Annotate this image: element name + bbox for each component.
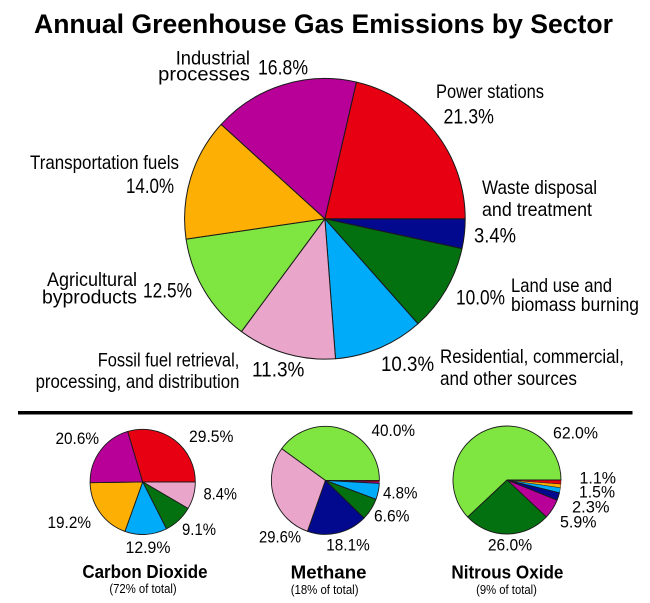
svg-text:Transportation fuels: Transportation fuels bbox=[30, 152, 179, 174]
svg-text:Agricultural: Agricultural bbox=[47, 269, 137, 291]
svg-text:14.0%: 14.0% bbox=[126, 175, 174, 198]
svg-text:Nitrous Oxide: Nitrous Oxide bbox=[451, 562, 563, 583]
svg-text:(9% of total): (9% of total) bbox=[476, 583, 537, 597]
svg-text:40.0%: 40.0% bbox=[372, 422, 416, 440]
svg-text:5.9%: 5.9% bbox=[560, 514, 597, 532]
svg-text:6.6%: 6.6% bbox=[374, 508, 410, 526]
svg-text:21.3%: 21.3% bbox=[444, 106, 494, 129]
svg-text:and treatment: and treatment bbox=[482, 199, 593, 221]
svg-text:3.4%: 3.4% bbox=[474, 224, 516, 247]
svg-text:9.1%: 9.1% bbox=[182, 521, 216, 539]
svg-text:12.9%: 12.9% bbox=[126, 539, 171, 557]
svg-text:and other sources: and other sources bbox=[440, 368, 577, 390]
svg-text:Residential, commercial,: Residential, commercial, bbox=[440, 346, 624, 368]
svg-text:20.6%: 20.6% bbox=[56, 430, 100, 448]
svg-text:19.2%: 19.2% bbox=[48, 514, 92, 532]
svg-text:(72% of total): (72% of total) bbox=[109, 582, 176, 596]
svg-text:2.3%: 2.3% bbox=[572, 499, 610, 517]
svg-text:Carbon Dioxide: Carbon Dioxide bbox=[82, 561, 207, 582]
svg-text:29.6%: 29.6% bbox=[259, 529, 301, 547]
svg-text:10.0%: 10.0% bbox=[456, 286, 505, 309]
svg-text:(18% of total): (18% of total) bbox=[291, 583, 359, 597]
svg-text:processes: processes bbox=[158, 64, 250, 86]
svg-text:11.3%: 11.3% bbox=[252, 359, 304, 382]
svg-text:Land use and: Land use and bbox=[511, 275, 612, 297]
svg-text:62.0%: 62.0% bbox=[553, 425, 598, 443]
svg-text:Industrial: Industrial bbox=[176, 48, 250, 70]
svg-text:Fossil fuel retrieval,: Fossil fuel retrieval, bbox=[98, 350, 240, 372]
svg-text:processing, and distribution: processing, and distribution bbox=[36, 371, 240, 393]
svg-text:12.5%: 12.5% bbox=[143, 279, 192, 302]
svg-text:biomass burning: biomass burning bbox=[511, 294, 639, 316]
svg-text:10.3%: 10.3% bbox=[381, 353, 434, 376]
svg-text:Power stations: Power stations bbox=[436, 81, 544, 103]
svg-text:Annual Greenhouse Gas Emission: Annual Greenhouse Gas Emissions by Secto… bbox=[34, 9, 613, 39]
svg-text:Methane: Methane bbox=[291, 562, 367, 583]
svg-text:8.4%: 8.4% bbox=[204, 486, 238, 504]
svg-text:16.8%: 16.8% bbox=[258, 57, 308, 80]
svg-text:4.8%: 4.8% bbox=[383, 485, 418, 503]
svg-text:26.0%: 26.0% bbox=[488, 537, 533, 555]
svg-text:1.1%: 1.1% bbox=[580, 470, 617, 488]
svg-text:18.1%: 18.1% bbox=[326, 537, 370, 555]
svg-text:29.5%: 29.5% bbox=[189, 428, 234, 446]
svg-text:byproducts: byproducts bbox=[42, 287, 137, 309]
svg-text:Waste disposal: Waste disposal bbox=[482, 177, 597, 199]
svg-text:1.5%: 1.5% bbox=[579, 484, 615, 502]
